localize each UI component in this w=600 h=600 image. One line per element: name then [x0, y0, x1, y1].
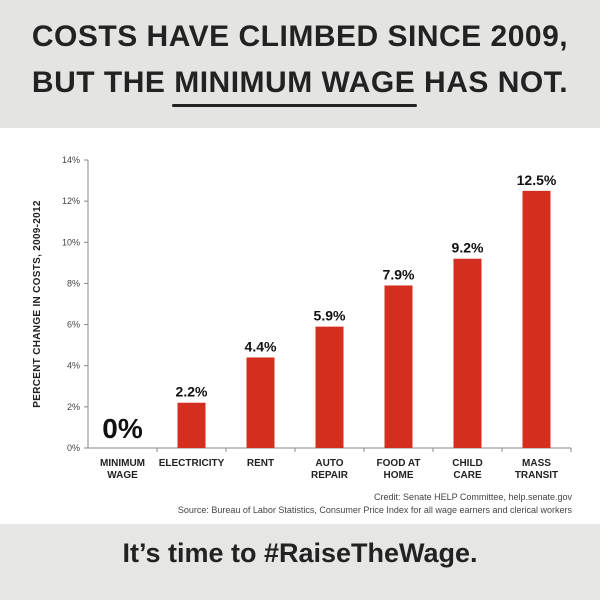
- y-tick-label: 4%: [67, 361, 80, 371]
- bar: [246, 357, 275, 448]
- data-label: 2.2%: [176, 384, 208, 400]
- bar: [315, 326, 344, 448]
- bar-chart: 0% 2% 4% 6% 8% 10% 12% 14% PERCENT CHANGE IN COS…: [32, 155, 572, 481]
- headline-line-2-start: BUT THE: [31, 66, 175, 99]
- data-label: 5.9%: [314, 308, 346, 324]
- category-label: FOOD AT: [377, 458, 421, 469]
- bar: [453, 258, 482, 448]
- category-label: RENT: [247, 458, 274, 469]
- y-tick-label: 10%: [62, 237, 80, 247]
- category-label: CARE: [453, 470, 482, 481]
- footer-band: [0, 524, 600, 600]
- source-line: Source: Bureau of Labor Statistics, Cons…: [177, 505, 572, 515]
- category-label: CHILD: [452, 458, 483, 469]
- bar: [384, 285, 413, 448]
- tagline: It’s time to #RaiseTheWage.: [122, 538, 478, 568]
- category-label: ELECTRICITY: [159, 458, 225, 469]
- y-tick-label: 6%: [67, 320, 80, 330]
- category-label: MASS: [522, 458, 551, 469]
- data-label: 0%: [102, 413, 143, 444]
- headline-emphasis: MINIMUM WAGE: [172, 66, 418, 107]
- category-label: MINIMUM: [100, 458, 145, 469]
- y-tick-label: 12%: [62, 196, 80, 206]
- bar: [522, 190, 551, 448]
- data-label: 7.9%: [383, 266, 415, 282]
- category-label: REPAIR: [311, 470, 349, 481]
- headline-line-1: COSTS HAVE CLIMBED SINCE 2009,: [31, 20, 569, 53]
- bar: [177, 402, 206, 448]
- y-axis-title: PERCENT CHANGE IN COSTS, 2009-2012: [32, 200, 43, 408]
- data-label: 4.4%: [245, 338, 277, 354]
- data-label: 9.2%: [452, 240, 484, 256]
- y-tick-label: 14%: [62, 155, 80, 165]
- category-label: HOME: [384, 470, 414, 481]
- chart-panel: 0% 2% 4% 6% 8% 10% 12% 14% PERCENT CHANGE IN COS…: [0, 128, 600, 524]
- category-label: TRANSIT: [515, 470, 558, 481]
- y-tick-label: 0%: [67, 443, 80, 453]
- y-tick-label: 2%: [67, 402, 80, 412]
- credit-line: Credit: Senate HELP Committee, help.sena…: [374, 492, 572, 502]
- headline-line-2: BUT THE MINIMUM WAGE HAS NOT.: [0, 66, 600, 107]
- category-label: AUTO: [315, 458, 343, 469]
- data-label: 12.5%: [517, 172, 557, 188]
- category-label: WAGE: [107, 470, 138, 481]
- y-tick-label: 8%: [67, 278, 80, 288]
- headline-line-2-end: HAS NOT.: [415, 66, 569, 99]
